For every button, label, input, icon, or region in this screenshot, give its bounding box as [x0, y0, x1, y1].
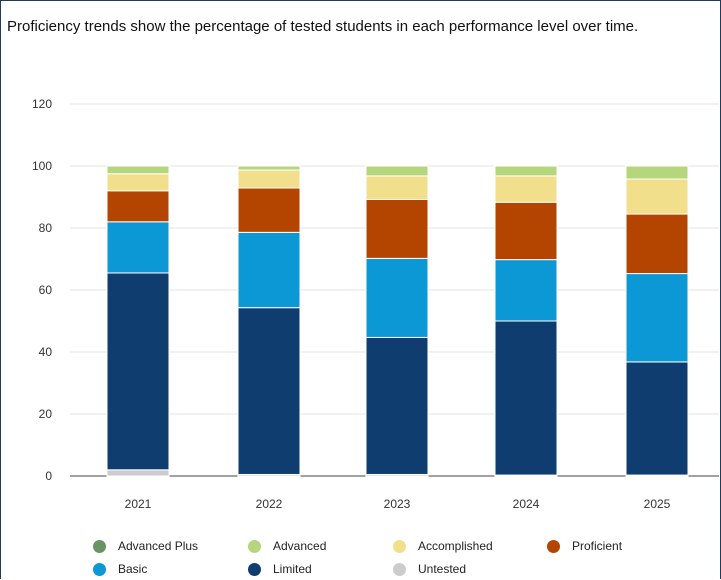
x-tick-label: 2024 [513, 497, 540, 511]
bar-segment-proficient[interactable] [365, 198, 429, 259]
y-tick-label: 20 [39, 407, 53, 421]
bar-segment-limited[interactable] [237, 307, 301, 475]
legend-label: Basic [118, 562, 148, 576]
legend-item-limited[interactable]: Limited [248, 561, 312, 577]
legend-item-basic[interactable]: Basic [93, 561, 147, 577]
y-tick-label: 40 [39, 345, 53, 359]
legend-label: Limited [273, 562, 312, 576]
x-tick-label: 2025 [644, 497, 671, 511]
legend-marker-icon [248, 562, 261, 576]
bar-segment-accomplished[interactable] [365, 175, 429, 200]
chart-description: Proficiency trends show the percentage o… [7, 18, 639, 35]
bar-segment-advanced[interactable] [237, 165, 301, 171]
legend-marker-icon [248, 539, 261, 553]
bar-segment-accomplished[interactable] [106, 173, 170, 192]
bar-segment-basic[interactable] [365, 257, 429, 338]
bar-segment-basic[interactable] [237, 231, 301, 309]
bar-segment-basic[interactable] [625, 273, 689, 363]
bar-segment-accomplished[interactable] [237, 169, 301, 189]
legend-label: Accomplished [418, 539, 493, 553]
legend-marker-icon [393, 562, 406, 576]
bar-segment-limited[interactable] [106, 272, 170, 471]
y-tick-label: 120 [32, 97, 52, 111]
bar-segment-untested[interactable] [106, 469, 170, 477]
legend-item-advanced-plus[interactable]: Advanced Plus [93, 538, 198, 554]
x-tick-label: 2022 [256, 497, 283, 511]
bar-segment-advanced[interactable] [106, 165, 170, 175]
bar-segment-basic[interactable] [106, 221, 170, 274]
bar-segment-proficient[interactable] [625, 213, 689, 275]
x-tick-label: 2021 [125, 497, 152, 511]
bar-segment-advanced[interactable] [494, 165, 558, 177]
bar-segment-basic[interactable] [494, 259, 558, 322]
bar-segment-limited[interactable] [365, 336, 429, 475]
legend-label: Advanced [273, 539, 327, 553]
bar-segment-accomplished[interactable] [625, 178, 689, 215]
legend-item-proficient[interactable]: Proficient [547, 538, 622, 554]
legend-marker-icon [393, 539, 406, 553]
legend-item-advanced[interactable]: Advanced [248, 538, 326, 554]
legend-marker-icon [93, 539, 106, 553]
y-tick-label: 0 [45, 469, 52, 483]
y-tick-label: 80 [39, 221, 53, 235]
legend-label: Advanced Plus [118, 539, 199, 553]
legend-marker-icon [93, 562, 106, 576]
bar-segment-advanced[interactable] [365, 165, 429, 177]
y-tick-label: 100 [32, 159, 52, 173]
bar-segment-limited[interactable] [494, 320, 558, 476]
legend-label: Untested [418, 562, 467, 576]
bar-segment-accomplished[interactable] [494, 175, 558, 203]
legend-item-untested[interactable]: Untested [393, 561, 466, 577]
x-tick-label: 2023 [384, 497, 411, 511]
y-tick-label: 60 [39, 283, 53, 297]
legend-label: Proficient [572, 539, 623, 553]
bar-segment-advanced[interactable] [625, 165, 689, 180]
bar-segment-proficient[interactable] [494, 201, 558, 261]
bar-segment-limited[interactable] [625, 361, 689, 476]
bar-segment-proficient[interactable] [237, 187, 301, 233]
legend-marker-icon [547, 539, 560, 553]
bar-segment-proficient[interactable] [106, 190, 170, 223]
legend-item-accomplished[interactable]: Accomplished [393, 538, 493, 554]
